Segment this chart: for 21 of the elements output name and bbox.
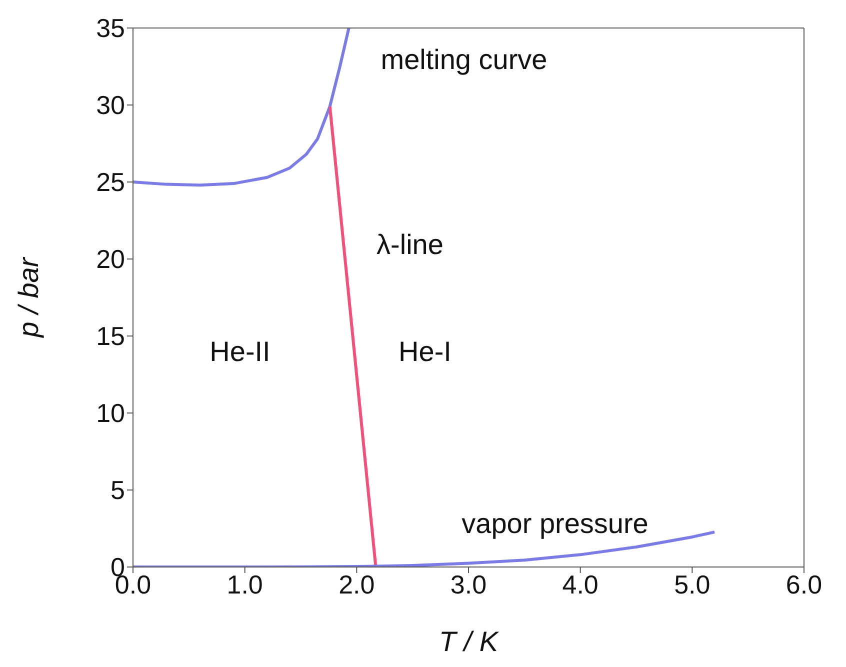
annotation: vapor pressure (462, 508, 648, 540)
y-tick-label: 30 (96, 90, 125, 120)
x-tick-label: 5.0 (674, 569, 710, 600)
x-tick-label: 6.0 (786, 569, 822, 600)
y-tick-label: 5 (110, 475, 125, 506)
annotation: λ-line (376, 229, 444, 261)
annotation: He-II (210, 336, 270, 368)
x-tick-label: 4.0 (562, 569, 598, 600)
y-tick-label: 10 (96, 398, 125, 428)
y-tick-label: 25 (96, 167, 125, 198)
x-tick-label: 3.0 (450, 569, 487, 600)
annotation: He-I (398, 336, 452, 368)
y-tick-label: 20 (96, 244, 125, 274)
x-axis-title: T / K (438, 626, 500, 657)
annotation: melting curve (380, 44, 548, 76)
y-tick-label: 15 (96, 321, 125, 352)
x-tick-label: 1.0 (226, 569, 263, 600)
y-axis-title: p / bar (12, 256, 44, 338)
y-tick-label: 35 (96, 13, 125, 44)
x-tick-label: 2.0 (338, 569, 375, 600)
line-series (133, 28, 350, 187)
